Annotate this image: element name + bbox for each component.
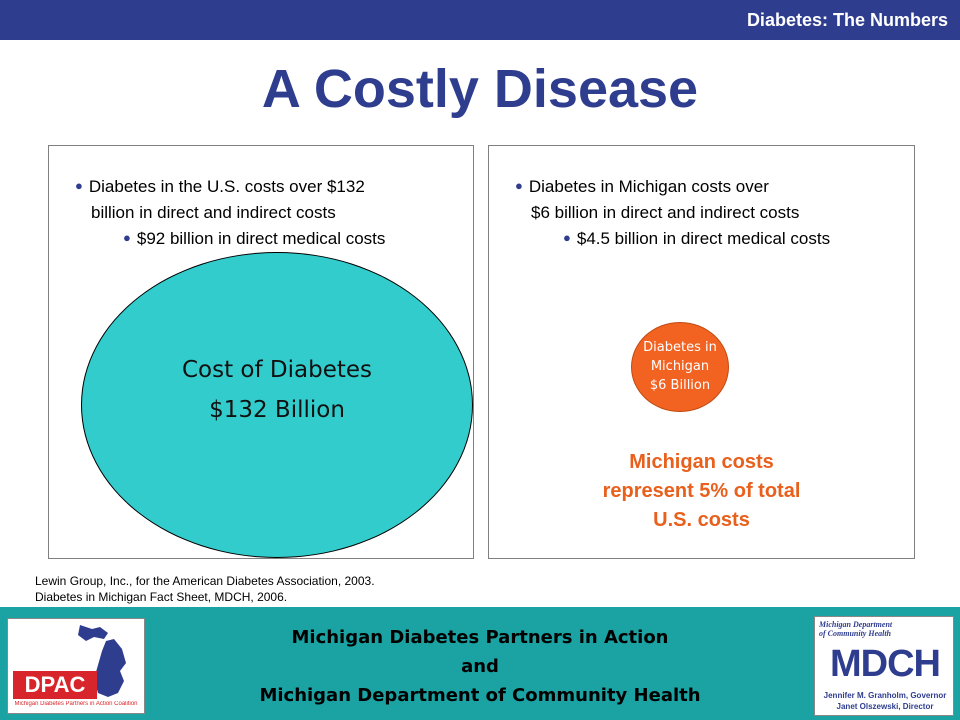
mdch-logo-line2: Janet Olszewski, Director xyxy=(836,702,934,711)
us-ellipse-label: Cost of Diabetes xyxy=(181,357,373,383)
mdch-logo-line1: Jennifer M. Granholm, Governor xyxy=(823,691,947,700)
bullet-icon: ● xyxy=(515,178,523,193)
us-ellipse-value: $132 Billion xyxy=(209,397,345,423)
mdch-logo-header-line1: Michigan Department xyxy=(819,620,893,629)
michigan-cost-panel: ● Diabetes in Michigan costs over $6 bill… xyxy=(488,145,915,559)
bullet-icon: ● xyxy=(563,230,571,245)
mi-note-line3: U.S. costs xyxy=(653,509,750,531)
source-citation-2: Diabetes in Michigan Fact Sheet, MDCH, 2… xyxy=(35,590,288,604)
dpac-logo-caption: Michigan Diabetes Partners in Action Coa… xyxy=(14,701,138,707)
us-cost-panel: ● Diabetes in the U.S. costs over $132 bi… xyxy=(48,145,474,559)
source-citation-1: Lewin Group, Inc., for the American Diab… xyxy=(35,574,375,588)
slide-title: A Costly Disease xyxy=(261,59,699,119)
mi-bullet-sub-text: $4.5 billion in direct medical costs xyxy=(576,229,831,248)
mi-bullet-main: ● Diabetes in Michigan costs over xyxy=(515,177,769,197)
mdch-logo-text: MDCH xyxy=(830,643,941,685)
footer-bar: Michigan Diabetes Partners in Action and… xyxy=(0,607,960,720)
mi-note-line1: Michigan costs xyxy=(629,451,774,473)
bullet-icon: ● xyxy=(75,178,83,193)
us-bullet-sub-text: $92 billion in direct medical costs xyxy=(136,229,386,248)
us-bullet-sub: ● $92 billion in direct medical costs xyxy=(123,229,385,249)
mdch-logo-header-line2: of Community Health xyxy=(819,629,892,638)
michigan-cost-circle: Diabetes in Michigan $6 Billion xyxy=(631,322,729,412)
footer-line3: Michigan Department of Community Health xyxy=(259,685,701,706)
footer-line2: and xyxy=(461,656,499,677)
mi-circle-line2: Michigan xyxy=(650,359,710,374)
footer-line1: Michigan Diabetes Partners in Action xyxy=(291,627,669,648)
mi-bullet-line2: $6 billion in direct and indirect costs xyxy=(531,203,800,222)
mdch-logo: Michigan Department of Community Health … xyxy=(814,616,954,716)
mi-circle-line1: Diabetes in xyxy=(643,340,717,355)
us-bullet-main: ● Diabetes in the U.S. costs over $132 xyxy=(75,177,365,197)
us-bullet-line2: billion in direct and indirect costs xyxy=(91,203,336,222)
section-title: Diabetes: The Numbers xyxy=(746,10,948,30)
mi-bullet-sub: ● $4.5 billion in direct medical costs xyxy=(563,229,830,249)
us-bullet-line1: Diabetes in the U.S. costs over $132 xyxy=(88,177,365,196)
mi-circle-line3: $6 Billion xyxy=(649,378,711,393)
bullet-icon: ● xyxy=(123,230,131,245)
dpac-logo-text: DPAC xyxy=(13,671,97,699)
mi-note-line2: represent 5% of total xyxy=(602,480,801,502)
mi-bullet-line1: Diabetes in Michigan costs over xyxy=(528,177,769,196)
dpac-logo: DPAC Michigan Diabetes Partners in Actio… xyxy=(7,618,145,714)
us-cost-ellipse: Cost of Diabetes $132 Billion xyxy=(81,252,473,558)
top-bar: Diabetes: The Numbers xyxy=(0,0,960,40)
